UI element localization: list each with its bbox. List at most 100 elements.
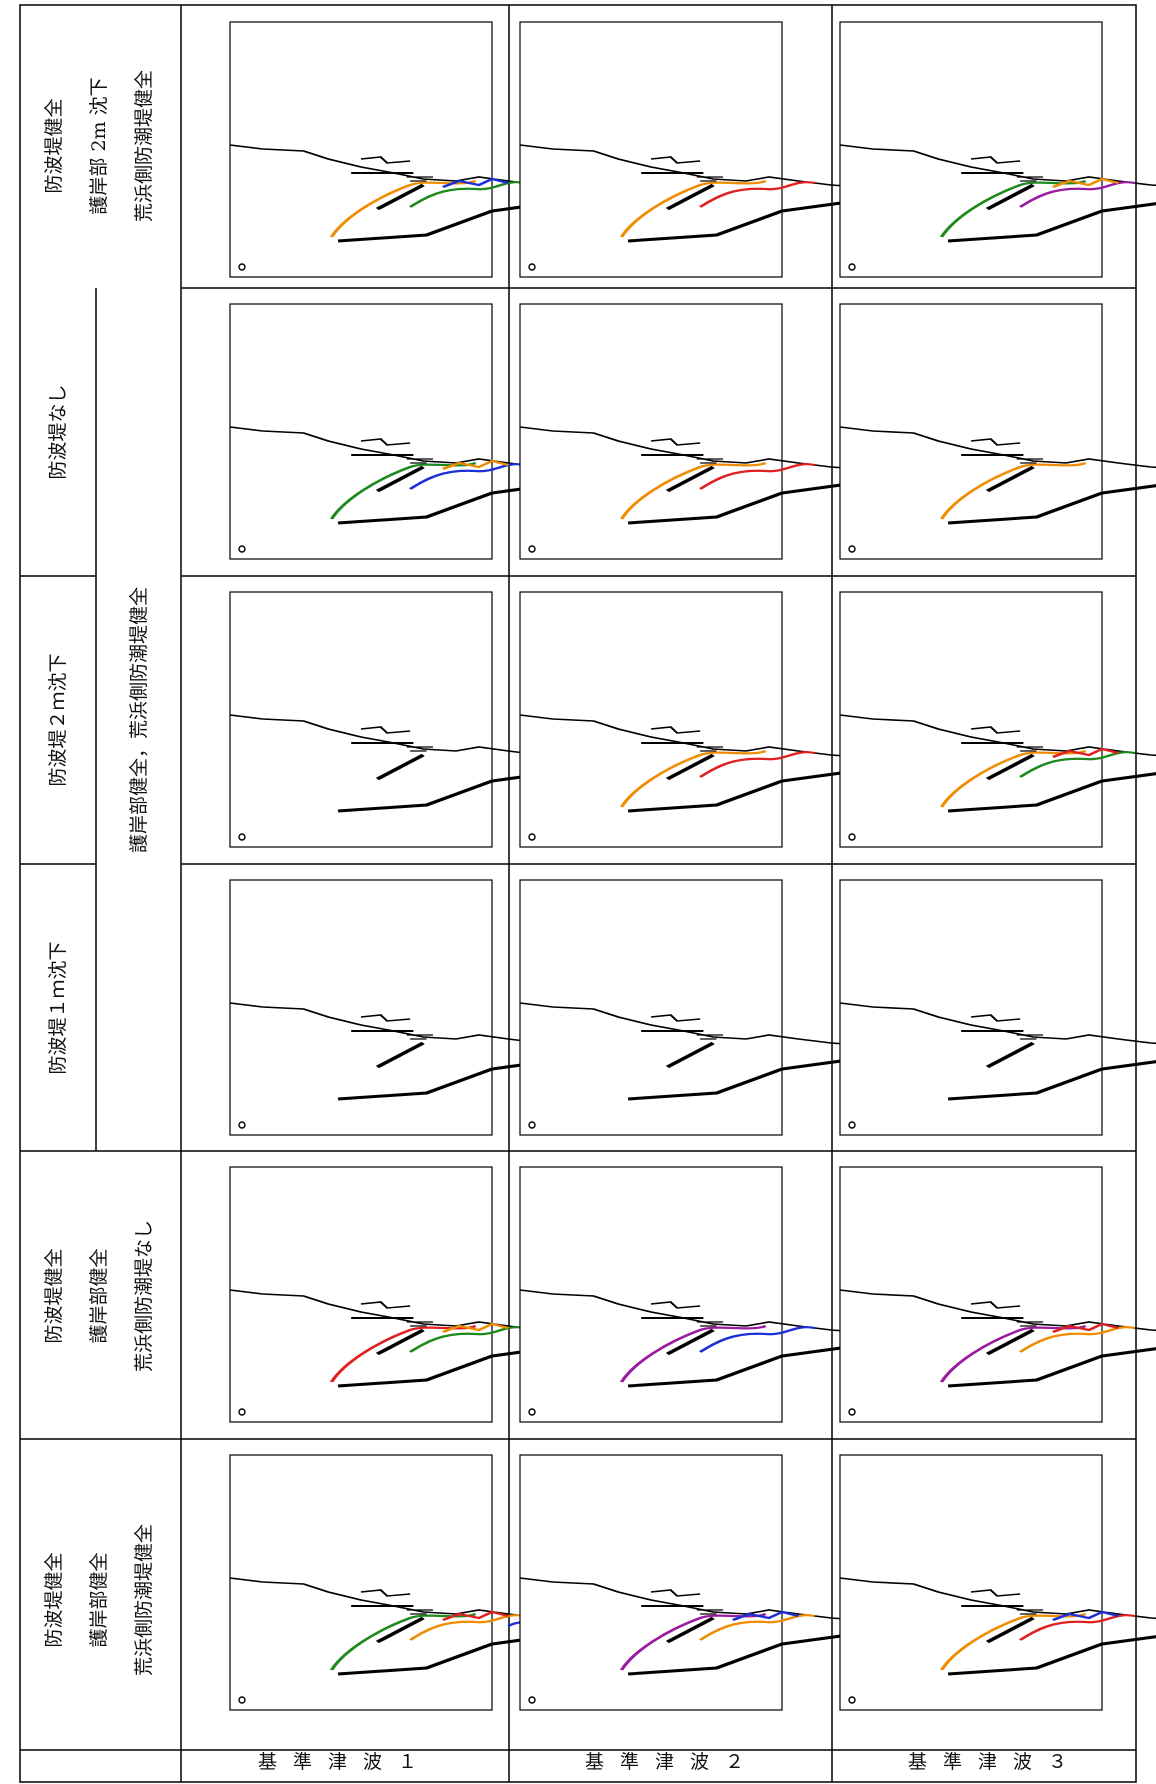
harbour-structure: [696, 458, 724, 464]
trajectory-orange: [1018, 1326, 1136, 1353]
trajectory-orange: [939, 461, 1087, 520]
harbour-structure: [1016, 176, 1044, 182]
breakwater: [947, 186, 1156, 243]
jetty-small: [650, 1589, 701, 1597]
trajectory-orange: [619, 461, 767, 520]
north-marker-icon: [528, 1408, 536, 1416]
row-header-3: 基準津波３: [908, 1751, 1083, 1773]
row-header-1: 基準津波１: [258, 1751, 433, 1773]
jetty-small: [360, 726, 411, 734]
column-header-merged: 護岸部健全，荒浜側防潮堤健全: [128, 587, 150, 853]
harbour-structure: [1016, 1321, 1044, 1327]
column-header-2-line-3: 荒浜側防潮堤なし: [133, 1220, 155, 1372]
column-header-6-line-3: 荒浜側防潮堤健全: [133, 70, 155, 222]
harbour-structure: [696, 1034, 724, 1040]
merged-header-label: 護岸部健全，荒浜側防潮堤健全: [128, 587, 150, 853]
harbour-structure: [696, 176, 724, 182]
trajectory-orange: [441, 459, 510, 470]
north-marker-icon: [848, 1696, 856, 1704]
north-marker-icon: [528, 1121, 536, 1129]
jetty-small: [360, 1589, 411, 1597]
trajectory-green: [408, 181, 526, 208]
north-marker-icon: [848, 263, 856, 271]
row-header-2: 基準津波２: [585, 1751, 760, 1773]
map-panel-3: [839, 1454, 1156, 1711]
map-panel-9: [839, 879, 1156, 1136]
map-panel-8: [519, 879, 938, 1136]
trajectory-green: [1018, 751, 1136, 778]
map-panel-17: [519, 21, 938, 278]
harbour-structure: [696, 1321, 724, 1327]
coastline-map: [839, 1002, 1156, 1101]
trajectory-blue: [1051, 1610, 1120, 1621]
breakwater: [947, 1331, 1156, 1388]
breakwater-inner: [985, 1616, 1035, 1644]
column-header-5: 防波堤なし: [47, 384, 69, 479]
table-lines: [19, 4, 1137, 1783]
breakwater-inner: [985, 1041, 1035, 1069]
jetty-small: [650, 726, 701, 734]
coastline: [839, 1289, 1156, 1343]
breakwater: [947, 1619, 1156, 1676]
coastline-map: [839, 1289, 1156, 1388]
trajectory-orange: [441, 1322, 510, 1333]
coastline-map: [839, 144, 1156, 243]
coastline-map: [839, 1577, 1156, 1676]
coastline-map: [839, 714, 1156, 813]
north-marker-icon: [848, 545, 856, 553]
trajectory-red: [1051, 1322, 1120, 1333]
breakwater-inner: [985, 753, 1035, 781]
harbour-structure: [1016, 458, 1044, 464]
harbour-structure: [406, 1034, 434, 1040]
map-panel-4: [229, 1166, 648, 1423]
map-panel-12: [839, 591, 1156, 848]
harbour-structure: [1016, 746, 1044, 752]
jetty-small: [650, 156, 701, 164]
trajectory-orange: [1051, 177, 1120, 188]
map-panel-13: [229, 303, 648, 560]
map-panel-11: [519, 591, 938, 848]
column-header-3-line-1: 防波堤１ｍ沈下: [47, 941, 69, 1074]
breakwater: [947, 1044, 1156, 1101]
harbour-structure: [1016, 1034, 1044, 1040]
trajectory-red: [1051, 747, 1120, 758]
jetty-small: [970, 726, 1021, 734]
column-header-6-line-1: 防波堤健全: [43, 98, 65, 193]
trajectory-purple: [1018, 181, 1136, 208]
breakwater-inner: [375, 465, 425, 493]
map-panel-16: [229, 21, 648, 278]
breakwater-inner: [665, 1328, 715, 1356]
trajectory-red: [1018, 1614, 1136, 1641]
harbour-structure: [1016, 1609, 1044, 1615]
harbour-structure: [406, 176, 434, 182]
trajectory-orange: [619, 749, 767, 808]
column-header-4-line-1: 防波堤２ｍ沈下: [47, 653, 69, 786]
north-marker-icon: [848, 833, 856, 841]
north-marker-icon: [238, 545, 246, 553]
north-marker-icon: [238, 1408, 246, 1416]
north-marker-icon: [848, 1408, 856, 1416]
jetty-small: [970, 1589, 1021, 1597]
map-panel-2: [519, 1454, 938, 1711]
north-marker-icon: [848, 1121, 856, 1129]
column-header-2-line-2: 護岸部健全: [88, 1248, 110, 1343]
breakwater-inner: [375, 1328, 425, 1356]
trajectory-purple: [619, 1324, 767, 1383]
column-header-3: 防波堤１ｍ沈下: [47, 941, 69, 1074]
jetty-small: [650, 1301, 701, 1309]
breakwater-inner: [375, 183, 425, 211]
map-panel-1: [229, 1454, 648, 1711]
breakwater-inner: [985, 465, 1035, 493]
breakwater: [947, 468, 1156, 525]
north-marker-icon: [528, 1696, 536, 1704]
north-marker-icon: [528, 263, 536, 271]
coastline: [839, 1577, 1156, 1631]
north-marker-icon: [528, 545, 536, 553]
north-marker-icon: [528, 833, 536, 841]
trajectory-red: [698, 751, 816, 778]
breakwater: [947, 756, 1156, 813]
column-headers: 防波堤健全 護岸部健全 荒浜側防潮堤健全 防波堤健全 護岸部健全 荒浜側防潮堤な…: [43, 70, 155, 1676]
jetty-small: [970, 156, 1021, 164]
harbour-structure: [406, 458, 434, 464]
